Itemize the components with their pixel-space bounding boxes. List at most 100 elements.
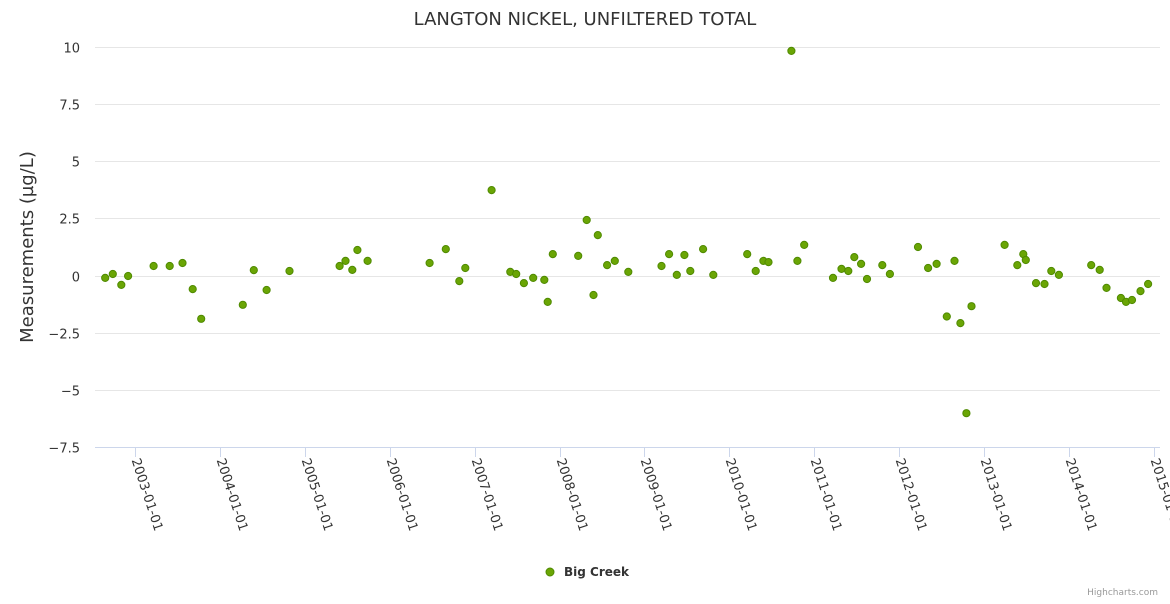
data-point[interactable]	[341, 256, 350, 265]
data-point[interactable]	[857, 259, 866, 268]
data-point[interactable]	[657, 261, 666, 271]
y-axis-title: Measurements (µg/L)	[17, 151, 38, 343]
data-point[interactable]	[751, 266, 760, 276]
data-point[interactable]	[512, 269, 521, 279]
data-point[interactable]	[178, 258, 187, 268]
data-point[interactable]	[1013, 261, 1022, 270]
data-point[interactable]	[932, 259, 941, 268]
data-point[interactable]	[603, 261, 612, 270]
data-point[interactable]	[543, 297, 552, 306]
y-tick-label: 10	[63, 42, 80, 57]
credits-link[interactable]: Highcharts.com	[1087, 588, 1158, 598]
data-point[interactable]	[593, 231, 602, 240]
data-point[interactable]	[709, 270, 718, 279]
data-point[interactable]	[743, 250, 752, 259]
data-point[interactable]	[962, 409, 971, 418]
data-point[interactable]	[249, 266, 258, 275]
data-point[interactable]	[967, 302, 976, 311]
data-point[interactable]	[844, 266, 853, 276]
data-point[interactable]	[837, 264, 846, 273]
data-point[interactable]	[862, 274, 872, 284]
data-point[interactable]	[1031, 279, 1041, 288]
data-point[interactable]	[1102, 283, 1111, 292]
chart-title: LANGTON NICKEL, UNFILTERED TOTAL	[414, 9, 757, 30]
x-tick-label: 2006-01-01	[383, 457, 421, 533]
data-point[interactable]	[672, 270, 681, 279]
data-point[interactable]	[1054, 270, 1064, 279]
y-tick-label: −7.5	[48, 442, 80, 457]
data-point[interactable]	[878, 261, 887, 270]
data-point[interactable]	[353, 245, 362, 255]
data-point[interactable]	[942, 312, 951, 321]
data-point[interactable]	[764, 258, 773, 267]
data-point[interactable]	[188, 285, 197, 294]
data-point[interactable]	[956, 319, 965, 328]
data-point[interactable]	[885, 269, 895, 279]
data-point[interactable]	[574, 251, 583, 260]
y-tick-label: 7.5	[59, 99, 80, 114]
data-point[interactable]	[124, 271, 133, 281]
legend-item-big-creek[interactable]: Big Creek	[545, 565, 630, 579]
data-point[interactable]	[540, 275, 549, 284]
data-point[interactable]	[197, 314, 206, 323]
legend-label: Big Creek	[564, 565, 630, 579]
data-point[interactable]	[455, 277, 464, 286]
y-tick-label: −2.5	[48, 328, 80, 343]
data-point[interactable]	[828, 273, 838, 282]
y-tick-label: 2.5	[59, 213, 80, 228]
data-point[interactable]	[1136, 287, 1145, 296]
data-point[interactable]	[699, 245, 708, 254]
x-axis-ticks: 2003-01-01 2004-01-01 2005-01-01 2006-01-01…	[128, 447, 1170, 533]
data-point[interactable]	[1087, 261, 1096, 270]
data-point[interactable]	[149, 261, 158, 271]
x-tick-label: 2009-01-01	[637, 457, 675, 533]
legend-marker	[545, 567, 555, 577]
x-tick-label: 2013-01-01	[977, 457, 1015, 533]
data-point[interactable]	[529, 273, 538, 282]
data-point[interactable]	[589, 290, 598, 300]
data-point[interactable]	[519, 279, 529, 288]
data-point[interactable]	[108, 269, 117, 279]
data-point[interactable]	[348, 265, 357, 274]
data-point[interactable]	[850, 253, 859, 262]
x-tick-label: 2008-01-01	[553, 457, 591, 533]
data-point[interactable]	[487, 186, 496, 195]
data-point[interactable]	[1047, 266, 1056, 276]
y-axis-ticks: 10 7.5 5 2.5 0 −2.5 −5 −7.5	[48, 42, 80, 457]
y-tick-label: 0	[72, 271, 80, 286]
data-point[interactable]	[1095, 265, 1104, 274]
data-point[interactable]	[950, 256, 959, 265]
data-point[interactable]	[101, 273, 110, 282]
data-point[interactable]	[793, 256, 802, 265]
data-point[interactable]	[425, 258, 434, 268]
data-point[interactable]	[238, 300, 247, 309]
data-point[interactable]	[461, 263, 470, 273]
data-point[interactable]	[686, 266, 695, 276]
x-tick-label: 2014-01-01	[1062, 457, 1100, 533]
data-point[interactable]	[1127, 295, 1137, 305]
data-point[interactable]	[1040, 279, 1049, 289]
x-tick-label: 2012-01-01	[892, 457, 930, 533]
data-point[interactable]	[262, 285, 271, 295]
data-point[interactable]	[1021, 255, 1030, 265]
data-point[interactable]	[582, 215, 591, 225]
data-point[interactable]	[285, 266, 294, 276]
data-point[interactable]	[624, 267, 633, 276]
data-point[interactable]	[548, 250, 557, 259]
data-point[interactable]	[665, 250, 674, 259]
data-point[interactable]	[335, 261, 344, 271]
data-point[interactable]	[913, 242, 923, 252]
data-point[interactable]	[800, 240, 809, 249]
y-tick-label: −5	[61, 385, 80, 400]
data-point[interactable]	[363, 256, 372, 265]
data-point[interactable]	[165, 261, 174, 271]
data-point[interactable]	[441, 245, 450, 254]
data-point[interactable]	[117, 280, 126, 289]
data-point[interactable]	[787, 46, 796, 56]
data-point[interactable]	[1000, 240, 1009, 249]
data-point[interactable]	[680, 250, 689, 260]
data-point[interactable]	[610, 256, 619, 265]
data-point[interactable]	[924, 263, 933, 273]
data-point[interactable]	[1144, 279, 1153, 289]
